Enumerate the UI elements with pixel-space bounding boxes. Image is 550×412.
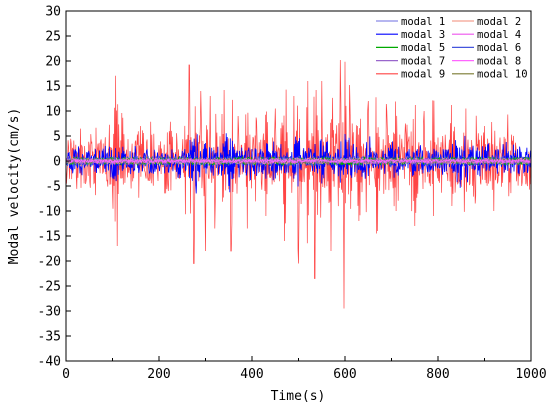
x-tick-label: 800 — [426, 367, 449, 382]
x-tick-label: 400 — [240, 367, 263, 382]
ticks-layer: 0 200 400 600 800 1000-40-35-30-25-20-15-10-5… — [38, 5, 547, 383]
y-tick-label: -25 — [38, 280, 61, 295]
legend-label-modal-7: modal 7 — [401, 55, 445, 67]
x-tick-label: 0 — [62, 367, 70, 382]
legend-label-modal-3: modal 3 — [401, 29, 445, 41]
plot-background — [66, 11, 531, 361]
series-layer — [65, 59, 532, 309]
legend-label-modal-5: modal 5 — [401, 42, 445, 54]
y-tick-label: 25 — [45, 30, 61, 45]
y-tick-label: 15 — [45, 80, 61, 95]
x-tick-label: 200 — [147, 367, 170, 382]
legend-label-modal-2: modal 2 — [477, 16, 521, 28]
legend-label-modal-1: modal 1 — [401, 16, 445, 28]
y-tick-label: -35 — [38, 330, 61, 345]
legend-label-modal-6: modal 6 — [477, 42, 521, 54]
y-axis-title: Modal velocity(cm/s) — [7, 108, 22, 265]
x-tick-label: 600 — [333, 367, 356, 382]
y-tick-label: -30 — [38, 305, 61, 320]
y-tick-label: -15 — [38, 230, 61, 245]
legend-label-modal-8: modal 8 — [477, 55, 521, 67]
series-line-modal-3 — [65, 133, 532, 194]
legend-label-modal-10: modal 10 — [477, 69, 528, 81]
x-axis-title: Time(s) — [271, 389, 326, 404]
y-tick-label: 20 — [45, 55, 61, 70]
legend-label-modal-4: modal 4 — [477, 29, 521, 41]
y-tick-label: -20 — [38, 255, 61, 270]
legend-label-modal-9: modal 9 — [401, 69, 445, 81]
y-tick-label: -40 — [38, 355, 61, 370]
y-tick-label: -5 — [45, 180, 61, 195]
x-tick-label: 1000 — [515, 367, 546, 382]
y-tick-label: 30 — [45, 5, 61, 20]
y-tick-label: -10 — [38, 205, 61, 220]
series-line-modal-9 — [65, 59, 532, 309]
y-tick-label: 5 — [53, 130, 61, 145]
series-line-modal-8 — [65, 158, 532, 165]
y-tick-label: 0 — [53, 155, 61, 170]
y-tick-label: 10 — [45, 105, 61, 120]
